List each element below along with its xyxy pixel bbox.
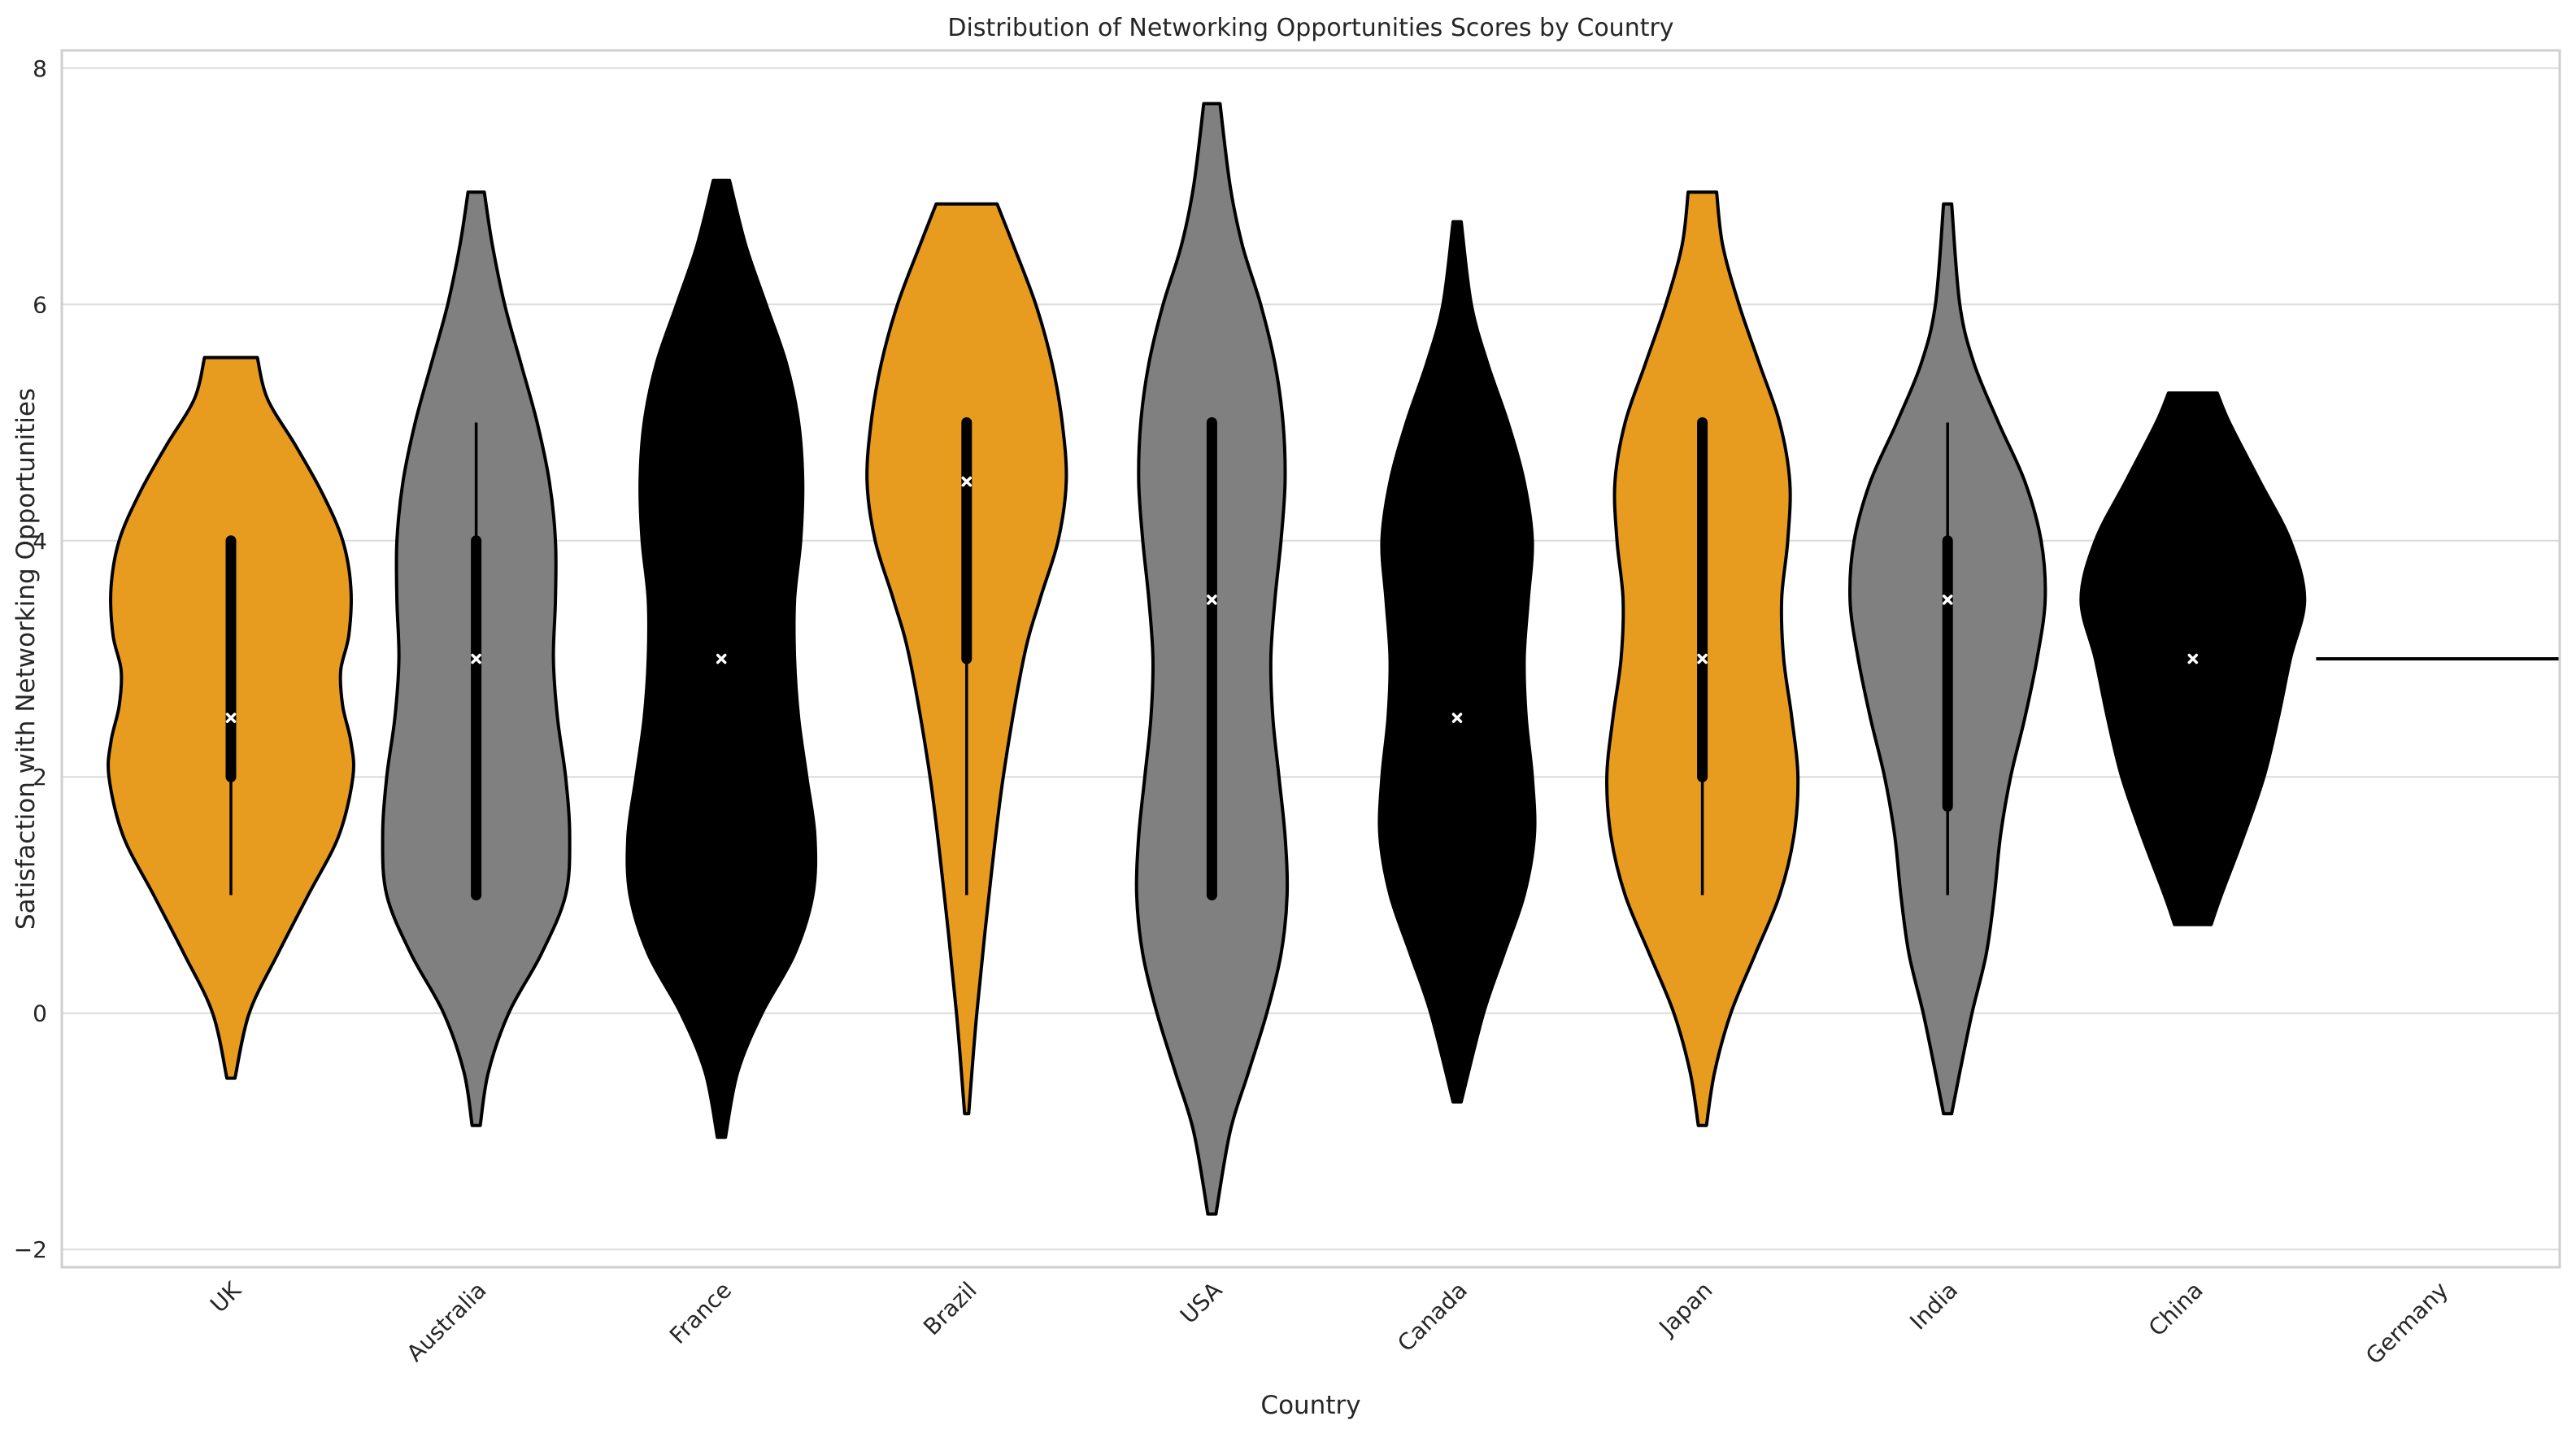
median-marker xyxy=(1942,595,1953,605)
x-axis-label: Country xyxy=(1260,1391,1360,1420)
median-marker xyxy=(1697,653,1708,665)
violin-france xyxy=(625,178,818,1140)
y-tick-label: −2 xyxy=(14,1236,47,1263)
median-marker xyxy=(225,712,237,723)
x-tick-label: Canada xyxy=(1392,1277,1473,1357)
median-marker xyxy=(1207,595,1217,605)
y-tick-label: 0 xyxy=(33,1000,47,1027)
y-axis-label: Satisfaction with Networking Opportuniti… xyxy=(11,388,41,930)
x-tick-label: Germany xyxy=(2361,1277,2453,1370)
x-tick-label: UK xyxy=(205,1276,246,1318)
median-marker xyxy=(1451,712,1463,723)
violin-usa xyxy=(1134,102,1290,1216)
violin-india xyxy=(1848,202,2047,1116)
x-tick-label: Australia xyxy=(402,1277,492,1367)
median-marker xyxy=(961,476,973,487)
y-tick-label: 4 xyxy=(33,528,47,555)
median-marker xyxy=(2187,653,2199,665)
x-tick-label: USA xyxy=(1175,1277,1227,1329)
x-tick-labels: UK Australia France Brazil USA Canada Japan Ind… xyxy=(205,1276,2453,1370)
x-tick-label: China xyxy=(2143,1277,2208,1342)
y-tick-labels: −2 0 2 4 6 8 xyxy=(14,55,47,1263)
violin-brazil xyxy=(865,202,1068,1116)
violin-australia xyxy=(381,190,572,1127)
y-tick-label: 8 xyxy=(33,55,47,82)
plot-frame xyxy=(60,49,2561,1269)
violin-body xyxy=(1377,220,1537,1104)
violin-china xyxy=(2079,391,2307,926)
violin-canada xyxy=(1377,220,1537,1104)
violin-japan xyxy=(1605,190,1800,1127)
median-marker xyxy=(471,653,481,665)
y-tick-label: 6 xyxy=(33,291,47,318)
y-tick-label: 2 xyxy=(33,764,47,791)
x-tick-label: France xyxy=(664,1277,737,1349)
x-tick-label: Brazil xyxy=(918,1277,982,1341)
violin-uk xyxy=(107,355,355,1080)
chart-title: Distribution of Networking Opportunities… xyxy=(947,14,1673,42)
x-tick-label: Japan xyxy=(1653,1277,1718,1342)
median-marker xyxy=(716,653,727,665)
violin-layer xyxy=(107,102,2561,1216)
x-tick-label: India xyxy=(1904,1277,1963,1336)
